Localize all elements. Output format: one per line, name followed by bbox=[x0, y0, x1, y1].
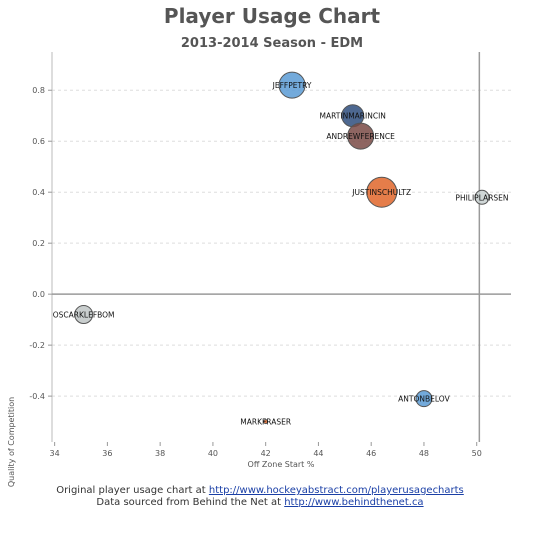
player-label: MARKFRASER bbox=[240, 418, 291, 427]
footer-text-2: Data sourced from Behind the Net at bbox=[96, 497, 285, 508]
point-labels: JEFFPETRY MARTINMARINCIN ANDREWFERENCE JUST… bbox=[53, 81, 509, 426]
player-point[interactable] bbox=[366, 176, 398, 208]
footer-line-2: Data sourced from Behind the Net at http… bbox=[0, 497, 520, 509]
behindthenet-link[interactable]: http://www.behindthenet.ca bbox=[284, 497, 424, 508]
y-axis-title: Quality of Competition bbox=[7, 397, 16, 487]
y-axis-ticks: 0.8 0.6 0.4 0.2 0.0 -0.2 -0.4 bbox=[29, 86, 52, 401]
player-point[interactable] bbox=[74, 305, 94, 325]
x-tick-label: 48 bbox=[419, 449, 429, 458]
x-tick-label: 36 bbox=[102, 449, 112, 458]
hockeyabstract-link[interactable]: http://www.hockeyabstract.com/playerusag… bbox=[208, 485, 464, 496]
y-tick-label: -0.2 bbox=[29, 341, 45, 350]
data-points bbox=[74, 71, 490, 425]
player-point[interactable] bbox=[415, 390, 433, 408]
player-label: PHILIPLARSEN bbox=[455, 193, 508, 202]
x-axis-ticks: 34 36 38 40 42 44 46 48 50 bbox=[50, 442, 482, 458]
footer: Original player usage chart at http://ww… bbox=[0, 485, 520, 509]
player-label: MARTINMARINCIN bbox=[320, 112, 386, 121]
y-tick-label: 0.0 bbox=[32, 290, 45, 299]
x-tick-label: 42 bbox=[261, 449, 271, 458]
player-label: OSCARKLEFBOM bbox=[53, 311, 115, 320]
x-tick-label: 34 bbox=[50, 449, 60, 458]
player-label: ANTONBELOV bbox=[398, 395, 450, 404]
footer-line-1: Original player usage chart at http://ww… bbox=[0, 485, 520, 497]
player-point[interactable] bbox=[263, 419, 269, 425]
player-point[interactable] bbox=[474, 189, 490, 205]
player-label: ANDREWFERENCE bbox=[326, 132, 395, 141]
footer-text-1: Original player usage chart at bbox=[56, 485, 209, 496]
y-tick-label: 0.2 bbox=[32, 239, 45, 248]
x-tick-label: 38 bbox=[155, 449, 165, 458]
chart-title: Player Usage Chart bbox=[163, 4, 381, 28]
player-label: JEFFPETRY bbox=[272, 81, 312, 90]
player-point[interactable] bbox=[347, 122, 375, 150]
player-point[interactable] bbox=[278, 71, 306, 99]
x-tick-label: 44 bbox=[313, 449, 323, 458]
y-tick-label: -0.4 bbox=[29, 392, 45, 401]
x-tick-label: 46 bbox=[366, 449, 376, 458]
y-tick-label: 0.4 bbox=[32, 188, 45, 197]
reference-lines bbox=[52, 52, 511, 442]
x-tick-label: 50 bbox=[472, 449, 482, 458]
y-tick-label: 0.8 bbox=[32, 86, 45, 95]
y-tick-label: 0.6 bbox=[32, 137, 45, 146]
chart-subtitle: 2013-2014 Season - EDM bbox=[180, 36, 364, 51]
x-axis-title: Off Zone Start % bbox=[248, 460, 315, 469]
player-label: JUSTINSCHULTZ bbox=[351, 188, 411, 197]
x-tick-label: 40 bbox=[208, 449, 218, 458]
gridlines bbox=[51, 52, 511, 442]
